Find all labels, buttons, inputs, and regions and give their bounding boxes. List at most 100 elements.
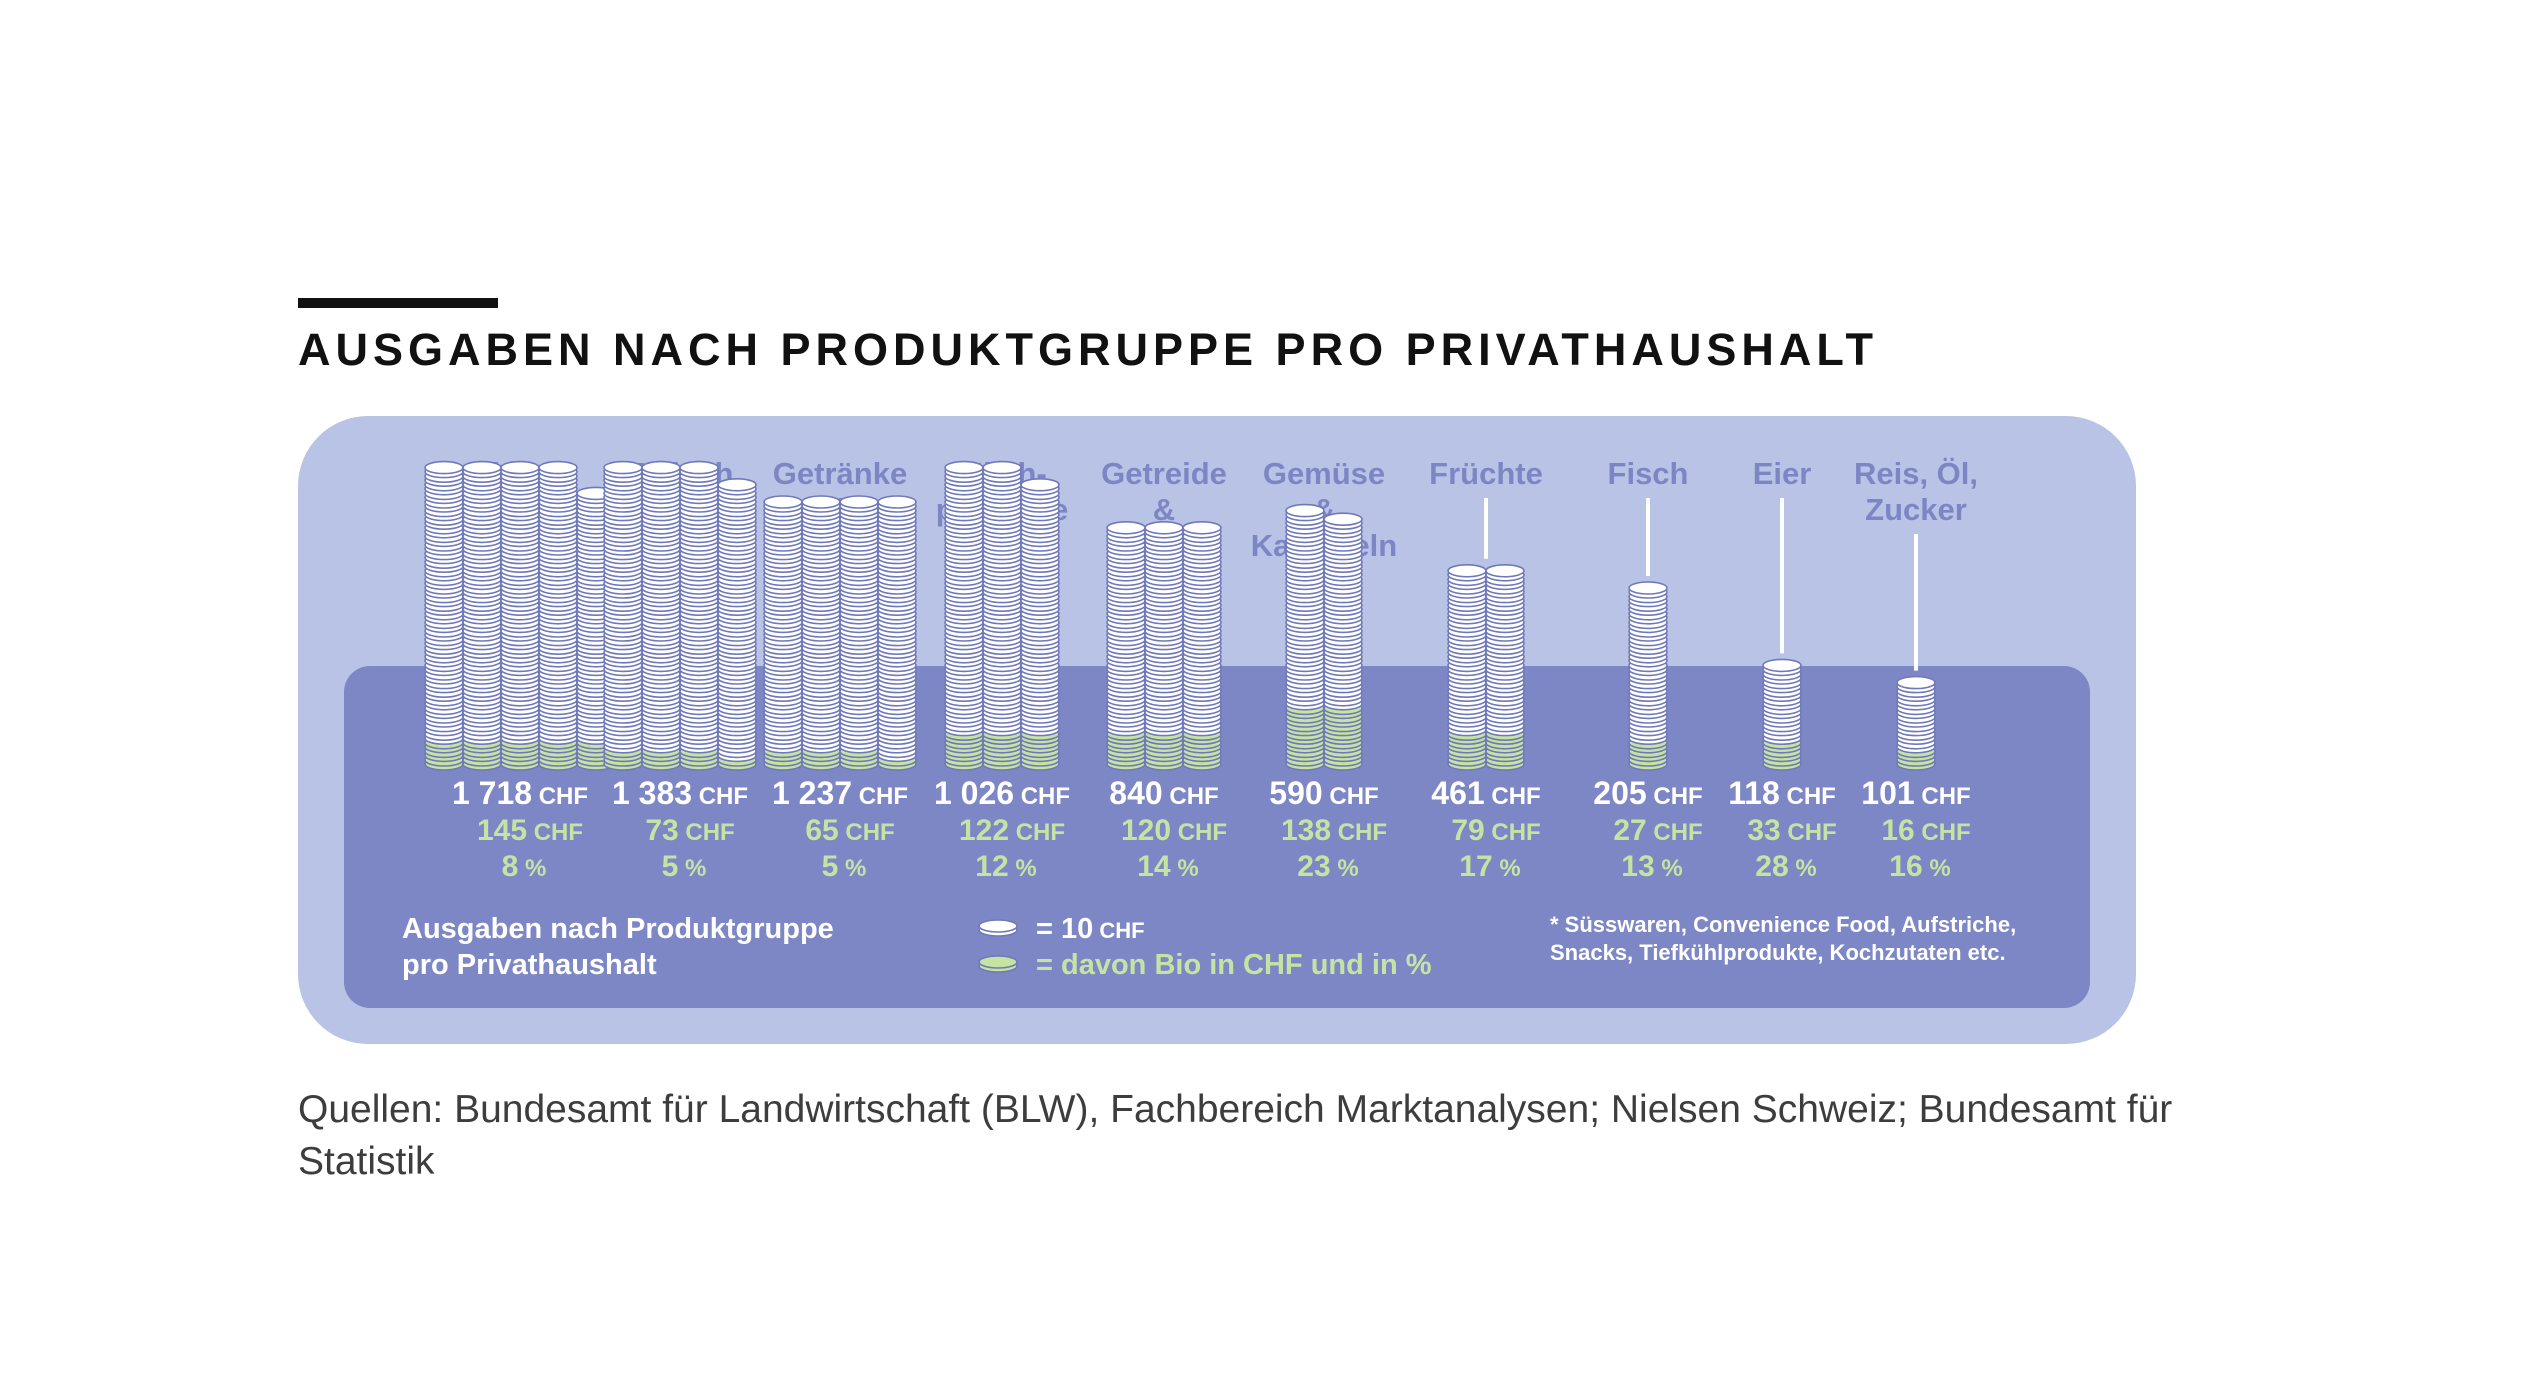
coin — [1485, 564, 1525, 582]
coin-stack — [603, 460, 643, 771]
coin — [1323, 512, 1363, 530]
coin-stack — [1628, 581, 1668, 771]
bio-percent-label: 5 % — [662, 850, 707, 883]
coin — [877, 495, 917, 513]
category-label: Zucker — [1865, 492, 1967, 527]
bio-value-label: 73 CHF — [645, 814, 734, 847]
coin-stack — [424, 460, 464, 771]
coin-stack — [1896, 675, 1936, 771]
coin-top — [877, 495, 917, 509]
coin — [603, 460, 643, 479]
total-value-label: 840 CHF — [1109, 775, 1218, 811]
total-value-label: 1 026 CHF — [934, 775, 1070, 811]
coin-top — [1447, 564, 1487, 578]
category-label: Fisch — [1608, 456, 1689, 491]
total-value-label: 590 CHF — [1269, 775, 1378, 811]
coin-stack — [944, 460, 984, 771]
coin-top — [982, 460, 1022, 475]
coin-stack — [1144, 521, 1184, 771]
coin-top — [1144, 521, 1184, 535]
category-label: Getränke — [773, 456, 907, 491]
total-value-label: 1 383 CHF — [612, 775, 748, 811]
bio-value-label: 138 CHF — [1281, 814, 1387, 847]
coin — [1285, 503, 1325, 522]
coin — [982, 460, 1022, 479]
coin — [717, 478, 757, 496]
coin — [1628, 581, 1668, 599]
coin — [1020, 478, 1060, 496]
title-accent-bar — [298, 298, 498, 308]
bio-percent-label: 16 % — [1889, 850, 1950, 883]
category-label: & — [1153, 492, 1175, 527]
legend-coin-bio — [978, 955, 1018, 973]
coin-stack — [1323, 512, 1363, 771]
total-value-label: 101 CHF — [1861, 775, 1970, 811]
legend-bio-text: = davon Bio in CHF und in % — [1036, 949, 1432, 981]
coin — [1182, 521, 1222, 539]
coin — [1106, 521, 1146, 539]
coin-top — [1106, 521, 1146, 535]
coin-top — [801, 495, 841, 509]
coin-top — [603, 460, 643, 475]
bio-percent-label: 17 % — [1459, 850, 1520, 883]
bio-value-label: 16 CHF — [1881, 814, 1970, 847]
coin — [424, 460, 464, 479]
legend-title-line2: pro Privathaushalt — [402, 949, 657, 981]
bio-value-label: 33 CHF — [1747, 814, 1836, 847]
bio-percent-label: 12 % — [975, 850, 1036, 883]
coin-top — [1762, 658, 1802, 673]
bio-percent-label: 13 % — [1621, 850, 1682, 883]
coin-stack — [1485, 564, 1525, 771]
sources-note: Quellen: Bundesamt für Landwirtschaft (B… — [298, 1088, 2173, 1183]
coin-stack — [763, 495, 803, 771]
coin — [679, 460, 719, 479]
legend: Ausgaben nach Produktgruppe pro Privathau… — [402, 912, 2016, 981]
coin — [1447, 564, 1487, 582]
chart-title: AUSGABEN NACH PRODUKTGRUPPE PRO PRIVATHA… — [298, 324, 1879, 375]
coin-top — [717, 478, 757, 492]
total-value-label: 118 CHF — [1728, 775, 1836, 811]
total-value-label: 1 237 CHF — [772, 775, 908, 811]
coin-top — [538, 460, 578, 475]
coin-stack — [877, 495, 917, 771]
coin-top — [839, 495, 879, 509]
coin-stack — [538, 460, 578, 771]
coin — [944, 460, 984, 479]
coin-stack — [679, 460, 719, 771]
coin-stack — [982, 460, 1022, 771]
category-label: Reis, Öl, — [1854, 456, 1978, 491]
bio-percent-label: 14 % — [1137, 850, 1198, 883]
category-label: Gemüse — [1263, 456, 1385, 491]
bio-value-label: 120 CHF — [1121, 814, 1227, 847]
bio-value-label: 79 CHF — [1451, 814, 1540, 847]
legend-title-line1: Ausgaben nach Produktgruppe — [402, 913, 834, 945]
category-label: Getreide — [1101, 456, 1227, 491]
coin — [763, 495, 803, 513]
bio-value-label: 122 CHF — [959, 814, 1065, 847]
legend-coin-value: = 10 CHF — [1036, 913, 1145, 945]
coin-top — [424, 460, 464, 475]
coin-top — [641, 460, 681, 475]
category-label: Eier — [1753, 456, 1812, 491]
coin-top — [1020, 478, 1060, 492]
coin-stack — [717, 478, 757, 771]
coin-stack — [1447, 564, 1487, 771]
bio-percent-label: 23 % — [1297, 850, 1358, 883]
coin-stack — [462, 460, 502, 771]
total-value-label: 205 CHF — [1593, 775, 1702, 811]
bio-value-label: 27 CHF — [1613, 814, 1702, 847]
coin-top — [1323, 512, 1363, 526]
coin-top — [1485, 564, 1525, 578]
coin-top — [763, 495, 803, 509]
coin-top — [978, 919, 1018, 933]
coin-stack — [1285, 503, 1325, 771]
coin — [839, 495, 879, 513]
coin-top — [944, 460, 984, 475]
